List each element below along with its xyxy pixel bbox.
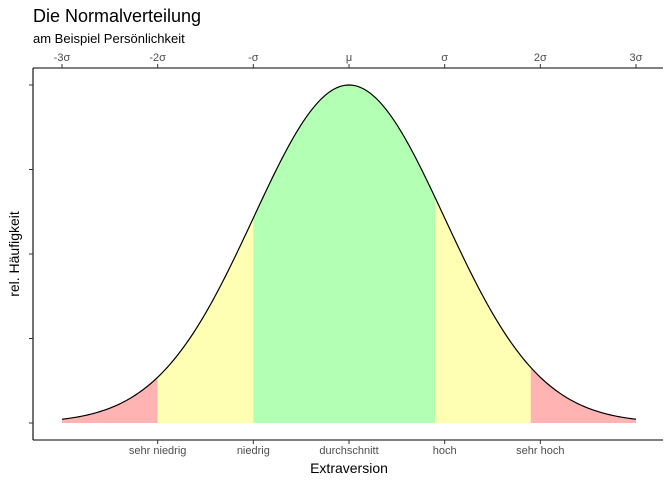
top-tick-label-4: σ (441, 52, 448, 64)
top-tick-label-1: -2σ (149, 52, 166, 64)
top-tick-label-3: μ (346, 52, 352, 64)
bottom-tick-label-2: durchschnitt (319, 445, 378, 457)
top-tick-label-6: 3σ (630, 52, 643, 64)
x-axis-title: Extraversion (310, 460, 388, 476)
chart-subtitle: am Beispiel Persönlichkeit (33, 31, 185, 46)
density-curve (61, 84, 637, 420)
chart-title: Die Normalverteilung (33, 6, 201, 26)
region-4 (530, 367, 636, 423)
region-0 (62, 377, 158, 423)
top-tick-label-0: -3σ (54, 52, 71, 64)
y-axis-title: rel. Häufigkeit (6, 211, 22, 297)
region-2 (253, 85, 436, 423)
region-3 (435, 197, 531, 423)
bottom-tick-label-3: hoch (433, 445, 457, 457)
top-tick-label-2: -σ (248, 52, 259, 64)
bottom-tick-label-1: niedrig (237, 445, 270, 457)
top-tick-label-5: 2σ (534, 52, 547, 64)
axes-layer: -3σ -2σ -σ μ σ 2σ 3σ sehr niedrig niedrig durchsc… (29, 52, 663, 457)
bottom-tick-label-4: sehr hoch (516, 445, 564, 457)
region-layer (62, 85, 636, 423)
bottom-tick-label-0: sehr niedrig (129, 445, 186, 457)
